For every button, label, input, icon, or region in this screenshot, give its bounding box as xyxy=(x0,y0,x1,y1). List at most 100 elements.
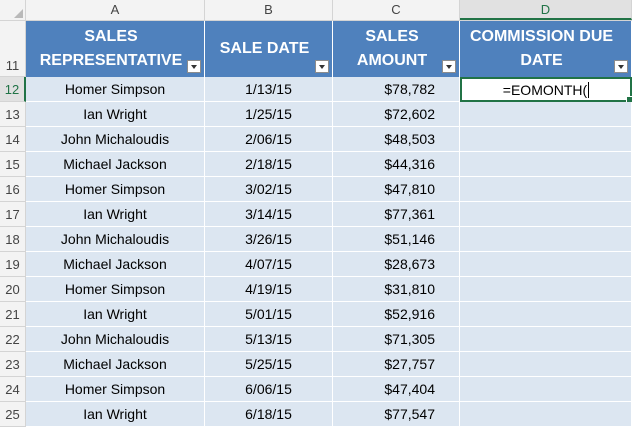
cell-sales-amount[interactable]: $47,810 xyxy=(333,177,460,202)
header-line: DATE xyxy=(520,52,563,69)
cell-sales-amount[interactable]: $48,503 xyxy=(333,127,460,152)
cell-sales-amount[interactable]: $78,782 xyxy=(333,77,460,102)
row-number[interactable]: 25 xyxy=(0,402,26,427)
cell-sales-representative[interactable]: John Michaloudis xyxy=(26,327,205,352)
cell-commission-due-date[interactable] xyxy=(460,402,632,427)
cell-sales-amount[interactable]: $77,547 xyxy=(333,402,460,427)
cell-sale-date[interactable]: 4/19/15 xyxy=(205,277,333,302)
row-number[interactable]: 24 xyxy=(0,377,26,402)
row-number[interactable]: 19 xyxy=(0,252,26,277)
row-number[interactable]: 22 xyxy=(0,327,26,352)
cell-sale-date[interactable]: 5/13/15 xyxy=(205,327,333,352)
cell-commission-due-date[interactable] xyxy=(460,252,632,277)
row-number[interactable]: 14 xyxy=(0,127,26,152)
header-sales-amount: SALES AMOUNT xyxy=(333,21,460,77)
cell-sale-date[interactable]: 4/07/15 xyxy=(205,252,333,277)
table-row: 18 John Michaloudis 3/26/15 $51,146 xyxy=(0,227,632,252)
cell-sales-amount[interactable]: $31,810 xyxy=(333,277,460,302)
row-number[interactable]: 21 xyxy=(0,302,26,327)
cell-sales-representative[interactable]: Michael Jackson xyxy=(26,352,205,377)
cell-commission-due-date[interactable] xyxy=(460,102,632,127)
cell-sales-representative[interactable]: Michael Jackson xyxy=(26,152,205,177)
row-number[interactable]: 17 xyxy=(0,202,26,227)
cell-commission-due-date[interactable] xyxy=(460,352,632,377)
cell-sales-representative[interactable]: Ian Wright xyxy=(26,302,205,327)
row-number[interactable]: 20 xyxy=(0,277,26,302)
cell-sale-date[interactable]: 5/25/15 xyxy=(205,352,333,377)
cell-sales-representative[interactable]: John Michaloudis xyxy=(26,227,205,252)
column-header-b[interactable]: B xyxy=(205,0,333,20)
row-number[interactable]: 18 xyxy=(0,227,26,252)
cell-commission-due-date[interactable] xyxy=(460,152,632,177)
cell-sales-amount[interactable]: $28,673 xyxy=(333,252,460,277)
header-row: 11 SALES REPRESENTATIVE SALE DATE SALES AM… xyxy=(0,21,632,77)
cell-sale-date[interactable]: 3/26/15 xyxy=(205,227,333,252)
table-row: 13 Ian Wright 1/25/15 $72,602 xyxy=(0,102,632,127)
filter-dropdown-icon[interactable] xyxy=(187,60,201,73)
filter-dropdown-icon[interactable] xyxy=(315,60,329,73)
header-line: COMMISSION DUE xyxy=(469,28,614,45)
cell-sale-date[interactable]: 3/14/15 xyxy=(205,202,333,227)
cell-commission-due-date[interactable] xyxy=(460,202,632,227)
cell-sales-amount[interactable]: $51,146 xyxy=(333,227,460,252)
cell-commission-due-date[interactable] xyxy=(460,327,632,352)
cell-commission-due-date[interactable] xyxy=(460,377,632,402)
cell-commission-due-date[interactable] xyxy=(460,302,632,327)
filter-dropdown-icon[interactable] xyxy=(614,60,628,73)
cell-sale-date[interactable]: 2/06/15 xyxy=(205,127,333,152)
cell-sale-date[interactable]: 6/18/15 xyxy=(205,402,333,427)
text-cursor xyxy=(588,81,590,98)
table-row: 25 Ian Wright 6/18/15 $77,547 xyxy=(0,402,632,427)
cell-sales-representative[interactable]: Homer Simpson xyxy=(26,277,205,302)
cell-sale-date[interactable]: 1/25/15 xyxy=(205,102,333,127)
cell-commission-due-date[interactable] xyxy=(460,277,632,302)
table-row: 12 Homer Simpson 1/13/15 $78,782 =EOMONT… xyxy=(0,77,632,104)
column-header-a[interactable]: A xyxy=(26,0,205,20)
cell-sales-amount[interactable]: $47,404 xyxy=(333,377,460,402)
column-header-c[interactable]: C xyxy=(333,0,460,20)
column-header-d[interactable]: D xyxy=(460,0,632,20)
formula-text: =EOMONTH( xyxy=(502,81,588,98)
row-number[interactable]: 12 xyxy=(0,77,26,102)
cell-sales-representative[interactable]: Homer Simpson xyxy=(26,377,205,402)
row-number[interactable]: 11 xyxy=(0,21,26,77)
cell-sale-date[interactable]: 5/01/15 xyxy=(205,302,333,327)
cell-sales-amount[interactable]: $71,305 xyxy=(333,327,460,352)
cell-sales-amount[interactable]: $27,757 xyxy=(333,352,460,377)
table-row: 16 Homer Simpson 3/02/15 $47,810 xyxy=(0,177,632,202)
row-number[interactable]: 15 xyxy=(0,152,26,177)
filter-dropdown-icon[interactable] xyxy=(442,60,456,73)
table-row: 24 Homer Simpson 6/06/15 $47,404 xyxy=(0,377,632,402)
select-all-corner[interactable] xyxy=(0,0,26,20)
cell-sales-representative[interactable]: Ian Wright xyxy=(26,202,205,227)
cell-sales-representative[interactable]: Homer Simpson xyxy=(26,77,205,102)
cell-sales-amount[interactable]: $72,602 xyxy=(333,102,460,127)
cell-sales-representative[interactable]: John Michaloudis xyxy=(26,127,205,152)
cell-commission-due-date[interactable] xyxy=(460,127,632,152)
cell-sale-date[interactable]: 2/18/15 xyxy=(205,152,333,177)
cell-sales-representative[interactable]: Homer Simpson xyxy=(26,177,205,202)
row-number[interactable]: 16 xyxy=(0,177,26,202)
cell-commission-due-date[interactable] xyxy=(460,227,632,252)
cell-sales-representative[interactable]: Ian Wright xyxy=(26,402,205,427)
row-number[interactable]: 23 xyxy=(0,352,26,377)
cell-sales-amount[interactable]: $44,316 xyxy=(333,152,460,177)
cell-sales-representative[interactable]: Michael Jackson xyxy=(26,252,205,277)
header-sale-date: SALE DATE xyxy=(205,21,333,77)
row-number[interactable]: 13 xyxy=(0,102,26,127)
table-row: 23 Michael Jackson 5/25/15 $27,757 xyxy=(0,352,632,377)
active-cell-formula-input[interactable]: =EOMONTH( xyxy=(460,77,632,104)
cell-sale-date[interactable]: 6/06/15 xyxy=(205,377,333,402)
cell-commission-due-date[interactable] xyxy=(460,177,632,202)
cell-sale-date[interactable]: 3/02/15 xyxy=(205,177,333,202)
column-header-bar: A B C D xyxy=(0,0,632,21)
cell-sale-date[interactable]: 1/13/15 xyxy=(205,77,333,102)
cell-sales-representative[interactable]: Ian Wright xyxy=(26,102,205,127)
cell-sales-amount[interactable]: $77,361 xyxy=(333,202,460,227)
header-line: SALE DATE xyxy=(219,40,310,57)
header-line: AMOUNT xyxy=(356,52,428,69)
cell-sales-amount[interactable]: $52,916 xyxy=(333,302,460,327)
table-row: 17 Ian Wright 3/14/15 $77,361 xyxy=(0,202,632,227)
header-commission-due-date: COMMISSION DUE DATE xyxy=(460,21,632,77)
